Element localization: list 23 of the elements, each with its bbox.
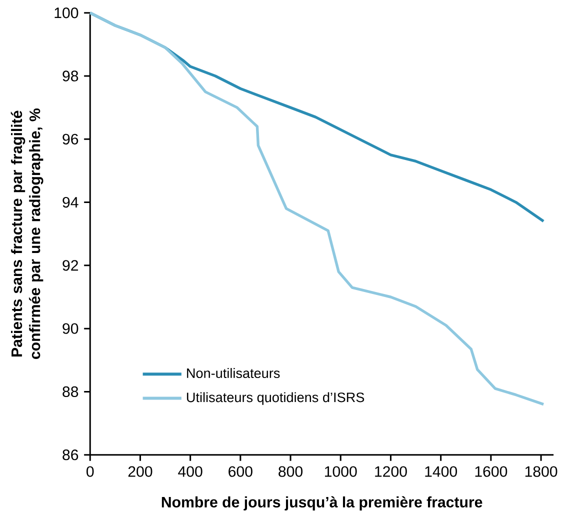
x-tick-label: 1800	[525, 466, 558, 477]
y-tick-label: 90	[62, 323, 78, 334]
y-tick-label: 88	[62, 386, 78, 398]
x-tick-label: 200	[128, 466, 152, 477]
line-series	[88, 12, 545, 406]
x-tick-label: 1600	[475, 466, 508, 477]
x-tick-label: 1000	[325, 466, 357, 477]
x-tick-label: 400	[178, 466, 202, 477]
x-tick-label: 800	[278, 466, 303, 477]
y-tick-label: 100	[54, 8, 78, 18]
x-tick-label: 0	[86, 466, 94, 477]
y-axis-title: Patients sans fracture par fragilité confirmée par une radiographie, %	[10, 108, 44, 359]
y-tick-label: 92	[62, 260, 78, 271]
x-tick-label: 1200	[375, 466, 407, 477]
x-axis-title: Nombre de jours jusqu’à la première fracture	[162, 496, 482, 510]
y-tick-label: 96	[62, 134, 78, 145]
legend-label: Non-utilisateurs	[187, 368, 280, 378]
y-tick-label: 86	[62, 450, 78, 460]
y-tick-label: 98	[62, 70, 78, 82]
y-tick-label: 94	[62, 196, 78, 208]
x-tick-label: 1400	[425, 466, 458, 477]
legend-label: Utilisateurs quotidiens d’ISRS	[186, 392, 364, 405]
x-tick-label: 600	[228, 466, 252, 477]
